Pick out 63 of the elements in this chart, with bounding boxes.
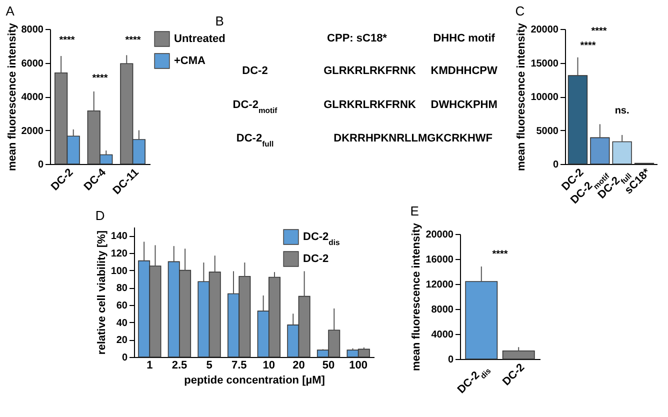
legend-label: DC-2: [303, 253, 329, 265]
x-tick-label: 2.5: [172, 360, 188, 372]
y-tick-label: 60: [116, 300, 128, 312]
text: DWHCKPHM: [430, 98, 498, 111]
y-axis-title: relative cell viability [%]: [96, 230, 108, 355]
y-tick-label: 6000: [21, 58, 44, 70]
y-tick-label: 40: [116, 318, 128, 329]
y-tick-label: 8000: [21, 24, 44, 36]
x-tick-label: 20: [292, 360, 305, 372]
text: KMDHHCPW: [430, 65, 498, 77]
annotation: ****: [125, 35, 141, 46]
y-tick-label: 20: [116, 335, 128, 346]
y-axis-title: mean fluorescence intensity: [516, 22, 528, 171]
y-tick-label: 20000: [530, 24, 559, 36]
y-tick-label: 8000: [431, 304, 454, 316]
y-tick-label: 4000: [431, 330, 454, 340]
x-axis-title: peptide concentration [µM]: [184, 374, 326, 386]
x-tick-label: 10: [262, 360, 276, 372]
y-tick-label: 140: [110, 231, 128, 242]
y-tick-label: 120: [110, 248, 128, 260]
annotation: ****: [591, 26, 607, 37]
y-tick-label: 4000: [21, 92, 44, 103]
y-tick-label: 2000: [21, 126, 44, 137]
legend-label: Untreated: [174, 33, 226, 45]
text: CPP: sC18*: [327, 32, 388, 44]
text: GLRKRLRKFRNK: [324, 98, 416, 111]
y-tick-label: 16000: [426, 254, 454, 266]
y-tick-label: 12000: [426, 280, 454, 290]
y-tick-label: 80: [116, 283, 128, 294]
chart-title: D: [95, 208, 105, 223]
text: B: [215, 14, 224, 28]
y-axis-title: mean fluorescence intensity: [6, 22, 18, 171]
y-tick-label: 15000: [530, 58, 559, 70]
text: DC-2: [242, 65, 268, 77]
y-tick-label: 5000: [536, 126, 559, 137]
x-tick-label: 1: [146, 360, 153, 372]
x-tick-label: 50: [322, 360, 335, 372]
annotation: ****: [580, 40, 596, 52]
text: DHHC motif: [433, 32, 496, 44]
x-tick-label: 100: [349, 360, 368, 372]
y-tick-label: 0: [122, 352, 128, 364]
y-tick-label: 0: [552, 160, 559, 170]
y-tick-label: 0: [448, 354, 454, 366]
y-tick-label: 20000: [426, 230, 454, 240]
chart-title: C: [515, 4, 525, 19]
x-tick-label: 5: [206, 360, 212, 372]
y-tick-label: 0: [38, 160, 44, 170]
text: DKRRHPKNRLLMGKCRKHWF: [334, 132, 493, 144]
y-axis-title: mean fluorescence intensity: [410, 222, 423, 371]
annotation: ****: [92, 73, 108, 84]
text: DC-2$_{motif}$: [232, 98, 278, 114]
chart-title: A: [6, 4, 15, 19]
text: DC-2$_{full}$: [236, 132, 274, 148]
x-tick-label: 7.5: [231, 360, 247, 372]
chart-title: E: [410, 204, 420, 219]
legend-label: DC-2$_{dis}$: [303, 231, 340, 246]
y-tick-label: 100: [110, 266, 128, 277]
annotation: ****: [492, 249, 508, 260]
text: GLRKRLRKFRNK: [324, 65, 416, 77]
annotation: ns.: [614, 105, 630, 116]
y-tick-label: 10000: [530, 92, 559, 103]
annotation: ****: [59, 35, 75, 46]
legend-label: +CMA: [174, 55, 206, 67]
